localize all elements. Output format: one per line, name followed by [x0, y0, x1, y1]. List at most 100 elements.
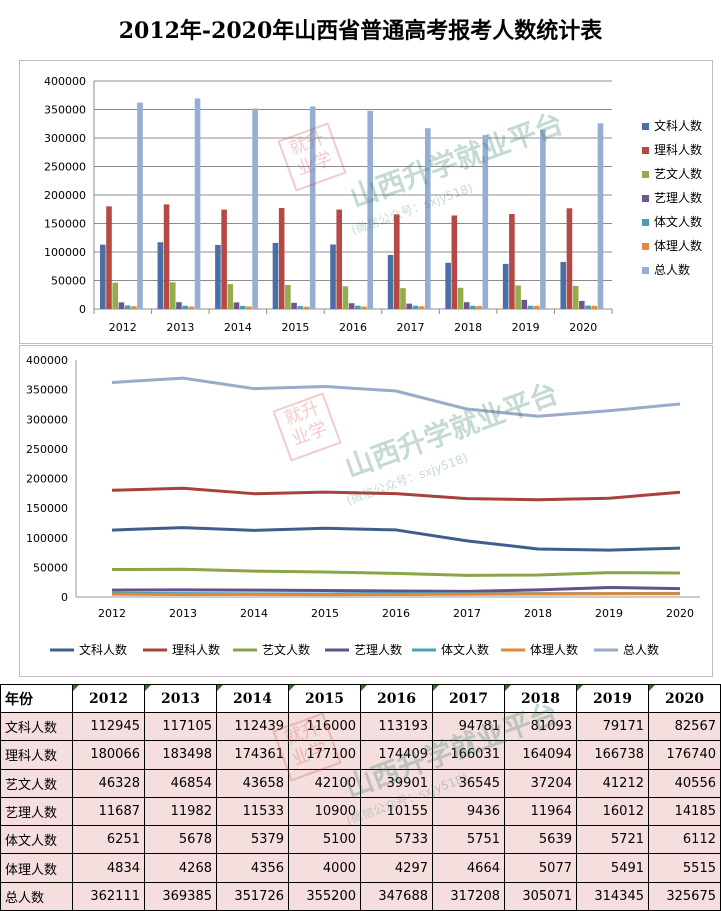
table-cell: 41212 [576, 768, 649, 798]
y-tick-label: 250000 [26, 443, 68, 456]
bar [169, 282, 176, 309]
data-table: 年份 2012 2013 2014 2015 2016 2017 2018 2019 2020 … [0, 684, 721, 911]
table-cell: 317208 [432, 881, 505, 911]
table-cell: 40556 [648, 768, 721, 798]
table-cell: 166031 [432, 740, 505, 770]
bar [509, 213, 515, 309]
legend-swatch [642, 219, 649, 226]
table-cell: 174361 [216, 740, 289, 770]
bar [540, 129, 546, 309]
table-cell: 116000 [288, 711, 361, 742]
table-cell: 4664 [432, 853, 505, 883]
y-tick-label: 400000 [26, 354, 68, 367]
legend-label: 理科人数 [172, 642, 220, 657]
x-tick-label: 2020 [569, 321, 597, 334]
legend-swatch [642, 195, 649, 202]
table-cell: 5678 [144, 825, 217, 855]
bar [100, 244, 106, 309]
bar [278, 208, 285, 309]
table-header-row: 年份 2012 2013 2014 2015 2016 2017 2018 2019 2020 [0, 684, 721, 713]
series-line [111, 592, 681, 597]
bar [215, 244, 221, 309]
table-cell: 325675 [648, 881, 721, 911]
bar [361, 306, 367, 309]
bar [463, 302, 470, 309]
table-cell: 11687 [72, 796, 145, 827]
table-cell: 314345 [576, 881, 649, 911]
bar [118, 302, 125, 309]
bar [336, 209, 343, 309]
table-cell: 362111 [72, 881, 145, 911]
bar-chart-panel: 0 50000 100000 150000 200000 250000 300000 3500… [19, 60, 713, 344]
table-cell: 5733 [360, 825, 433, 855]
table-year-header: 2019 [576, 684, 649, 713]
x-tick-label: 2014 [240, 607, 268, 620]
bar [157, 242, 164, 309]
bar [445, 262, 451, 309]
table-cell: 180066 [72, 740, 145, 770]
table-cell: 82567 [648, 711, 721, 742]
legend-label: 理科人数 [654, 142, 702, 157]
legend-label: 文科人数 [654, 118, 702, 133]
series-line [111, 486, 681, 502]
bar [393, 214, 400, 309]
table-cell: 46854 [144, 768, 217, 798]
bar [470, 305, 476, 309]
bar [124, 305, 131, 309]
series-line [111, 586, 681, 593]
table-cell: 6251 [72, 825, 145, 855]
legend-label: 体文人数 [441, 642, 489, 657]
table-cell: 164094 [504, 740, 577, 770]
x-tick-label: 2019 [595, 607, 623, 620]
y-tick-label: 200000 [26, 473, 68, 486]
legend-label: 总人数 [623, 642, 659, 657]
table-row-label: 艺文人数 [0, 768, 73, 798]
table-year-header: 2013 [144, 684, 217, 713]
series-line [111, 526, 681, 552]
table-cell: 177100 [288, 740, 361, 770]
bar [309, 106, 316, 309]
series-line [111, 567, 681, 577]
table-cell: 176740 [648, 740, 721, 770]
x-tick-label: 2013 [169, 607, 197, 620]
x-tick-label: 2012 [98, 607, 126, 620]
bar [163, 204, 170, 309]
table-row: 艺文人数 46328 46854 43658 42100 39901 36545 37204 4… [0, 768, 721, 798]
bar [303, 306, 310, 309]
table-cell: 183498 [144, 740, 217, 770]
table-year-header: 2020 [648, 684, 721, 713]
table-corner-header: 年份 [0, 684, 73, 713]
table-cell: 5491 [576, 853, 649, 883]
bar [285, 285, 291, 309]
bar [502, 263, 509, 309]
bar [246, 306, 252, 309]
bar [367, 110, 374, 309]
legend-swatch [642, 267, 649, 274]
x-tick-label: 2018 [454, 321, 482, 334]
bar [188, 306, 195, 309]
bar [400, 288, 406, 309]
bar [572, 285, 579, 309]
bar [112, 282, 118, 309]
table-row-label: 文科人数 [0, 711, 73, 742]
table-cell: 5100 [288, 825, 361, 855]
y-tick-label: 400000 [44, 75, 86, 88]
y-tick-label: 50000 [51, 275, 86, 288]
y-tick-label: 100000 [26, 532, 68, 545]
legend-swatch [642, 243, 649, 250]
y-tick-label: 300000 [26, 413, 68, 426]
table-cell: 166738 [576, 740, 649, 770]
table-cell: 10900 [288, 796, 361, 827]
table-cell: 5721 [576, 825, 649, 855]
x-tick-label: 2019 [512, 321, 540, 334]
bar [106, 206, 112, 309]
bar [176, 302, 182, 309]
bar [560, 261, 567, 309]
legend-swatch [642, 123, 649, 130]
legend-label: 艺理人数 [354, 642, 402, 657]
x-tick-label: 2015 [311, 607, 339, 620]
bar [566, 208, 573, 309]
bar [342, 286, 349, 309]
bar [591, 305, 598, 309]
y-tick-label: 100000 [44, 246, 86, 259]
